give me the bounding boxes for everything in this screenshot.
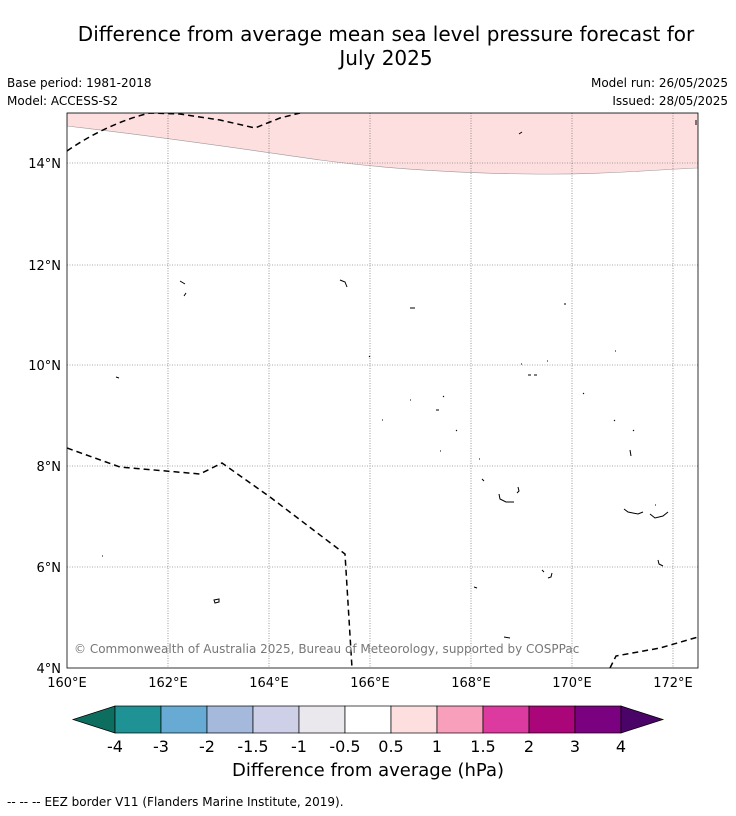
- y-tick-label: 6°N: [37, 561, 62, 576]
- x-tick-label: 162°E: [148, 676, 188, 691]
- colorbar-tick-label: -1.5: [237, 737, 268, 756]
- metadata-left: Base period: 1981-2018 Model: ACCESS-S2: [7, 74, 152, 110]
- colorbar-segment: [206, 705, 254, 734]
- colorbar-extend-high: [620, 705, 665, 734]
- eez-legend-marker: -- -- --: [7, 795, 41, 809]
- legend: -- -- -- EEZ border V11 (Flanders Marine…: [7, 795, 344, 809]
- colorbar-segment: [344, 705, 392, 734]
- colorbar-label: Difference from average (hPa): [231, 760, 505, 781]
- colorbar-tick-label: -2: [199, 737, 215, 756]
- y-tick-label: 8°N: [37, 460, 62, 475]
- colorbar-segment: [482, 705, 530, 734]
- colorbar-tick-label: -3: [153, 737, 169, 756]
- y-tick-label: 4°N: [37, 662, 62, 677]
- colorbar-tick-label: 1: [432, 737, 442, 756]
- eez-border-southeast: [609, 636, 698, 668]
- title-line-1: Difference from average mean sea level p…: [77, 22, 695, 46]
- y-tick-label: 10°N: [28, 359, 61, 374]
- x-tick-label: 170°E: [552, 676, 592, 691]
- y-tick-label: 12°N: [28, 259, 61, 274]
- map-plot-area: © Commonwealth of Australia 2025, Bureau…: [67, 113, 698, 668]
- x-tick-label: 166°E: [350, 676, 390, 691]
- x-axis-labels: 160°E 162°E 164°E 166°E 168°E 170°E 172°…: [47, 676, 693, 691]
- colorbar-segment: [114, 705, 162, 734]
- eez-border-central: [67, 447, 353, 668]
- colorbar-tick-label: 0.5: [378, 737, 403, 756]
- metadata-right: Model run: 26/05/2025 Issued: 28/05/2025: [591, 74, 728, 110]
- eez-borders: [67, 113, 698, 668]
- colorbar-segment: [252, 705, 300, 734]
- x-tick-label: 164°E: [249, 676, 289, 691]
- title-line-2: July 2025: [339, 46, 433, 70]
- copyright-notice: © Commonwealth of Australia 2025, Bureau…: [74, 642, 579, 656]
- positive-anomaly-region: [67, 113, 698, 175]
- colorbar-tick-label: -0.5: [329, 737, 360, 756]
- colorbar-tick-label: -4: [107, 737, 123, 756]
- y-axis-labels: 14°N 12°N 10°N 8°N 6°N 4°N: [28, 157, 61, 677]
- colorbar-segment: [528, 705, 576, 734]
- x-tick-label: 172°E: [653, 676, 693, 691]
- model-name: Model: ACCESS-S2: [7, 94, 119, 108]
- colorbar-tick-label: 1.5: [470, 737, 495, 756]
- map-frame: [66, 112, 699, 669]
- colorbar-segment: [390, 705, 438, 734]
- colorbar-tick-label: 4: [616, 737, 626, 756]
- issued-date: Issued: 28/05/2025: [612, 94, 728, 108]
- base-period: Base period: 1981-2018: [7, 76, 152, 90]
- map-gridlines: [67, 113, 698, 668]
- colorbar-tick-label: 3: [570, 737, 580, 756]
- colorbar: -4 -3 -2 -1.5 -1 -0.5 0.5 1 1.5 2 3 4: [71, 705, 665, 756]
- colorbar-tick-label: 2: [524, 737, 534, 756]
- colorbar-segment: [298, 705, 346, 734]
- x-tick-label: 160°E: [47, 676, 87, 691]
- eez-legend-text: EEZ border V11 (Flanders Marine Institut…: [44, 795, 344, 809]
- chart-title: Difference from average mean sea level p…: [0, 22, 736, 70]
- y-tick-label: 14°N: [28, 157, 61, 172]
- colorbar-segment: [574, 705, 622, 734]
- model-run-date: Model run: 26/05/2025: [590, 76, 728, 90]
- x-tick-label: 168°E: [451, 676, 491, 691]
- colorbar-segment: [436, 705, 484, 734]
- colorbar-tick-label: -1: [291, 737, 307, 756]
- colorbar-segment: [160, 705, 208, 734]
- colorbar-extend-low: [71, 705, 116, 734]
- islands: [102, 120, 697, 639]
